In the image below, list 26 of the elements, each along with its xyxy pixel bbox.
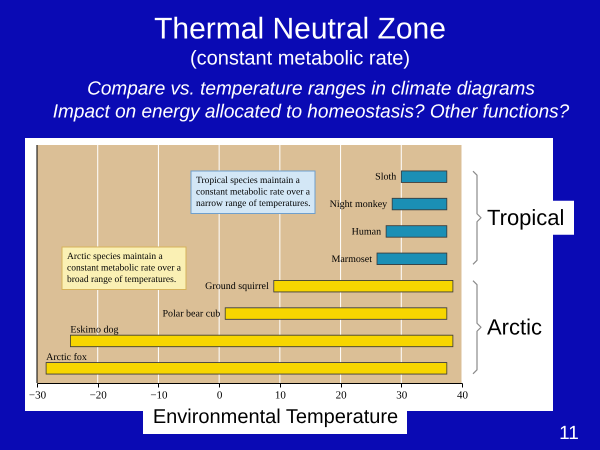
y-tick-label: Sloth	[375, 172, 396, 183]
x-tick-label: −30	[28, 390, 47, 402]
x-tick-label: −20	[90, 390, 108, 402]
text: Tropical	[487, 204, 564, 230]
y-tick-label: Eskimo dog	[70, 324, 118, 336]
y-tick-label: Marmoset	[331, 254, 372, 265]
x-axis-title: Environmental Temperature	[152, 406, 398, 428]
x-tick-label: 30	[396, 390, 408, 402]
y-tick-label: Polar bear cub	[162, 308, 220, 320]
annotation: Tropical species maintain a constant metabolic rate over a narrow range of temperatures.	[196, 176, 311, 209]
text: Compare vs. temperature ranges in climate diagrams	[87, 78, 536, 100]
text: Impact on energy allocated to homeostasis? Other functions?	[52, 101, 570, 122]
y-tick-label: Night monkey	[330, 199, 388, 210]
text: Arctic	[487, 314, 542, 340]
annotation: Arctic species maintain a constant metabolic rate over a broad range of temperatures.	[67, 252, 182, 285]
y-tick-label: Arctic fox	[46, 352, 87, 363]
y-tick-label: Human	[352, 226, 382, 238]
y-tick-label: Ground squirrel	[205, 281, 269, 292]
x-tick-label: 20	[336, 390, 348, 402]
x-tick-label: 0	[216, 390, 223, 402]
text: 11	[559, 423, 579, 444]
x-tick-label: 40	[457, 390, 468, 402]
x-tick-label: 10	[274, 390, 286, 402]
chart-subtitle: (constant metabolic rate)	[190, 47, 410, 70]
x-tick-label: −10	[150, 390, 168, 402]
chart-title: Thermal Neutral Zone	[154, 12, 446, 46]
